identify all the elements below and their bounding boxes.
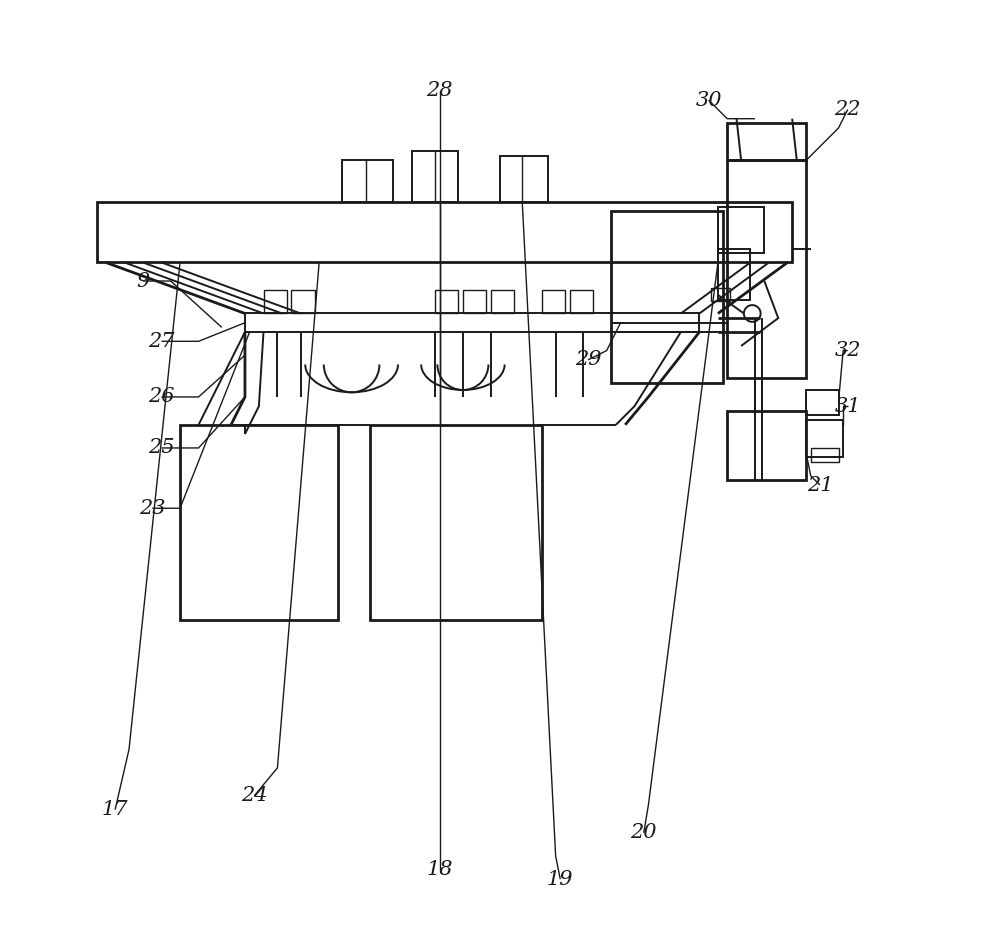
Bar xyxy=(811,448,839,462)
Text: 28: 28 xyxy=(426,81,453,101)
Bar xyxy=(806,420,843,457)
Bar xyxy=(542,290,565,313)
Bar xyxy=(718,207,764,253)
Bar xyxy=(711,288,730,301)
Bar xyxy=(264,290,287,313)
Text: 32: 32 xyxy=(835,341,861,360)
Bar xyxy=(611,212,723,383)
Text: 29: 29 xyxy=(575,351,601,369)
Text: 24: 24 xyxy=(241,787,267,805)
Bar xyxy=(370,425,542,620)
Bar xyxy=(291,290,315,313)
Text: 30: 30 xyxy=(695,91,722,110)
Bar xyxy=(180,425,338,620)
Bar xyxy=(97,202,792,262)
Bar xyxy=(412,151,458,202)
Bar xyxy=(727,411,806,480)
Bar xyxy=(806,389,839,415)
Text: 22: 22 xyxy=(835,100,861,118)
Text: 26: 26 xyxy=(148,387,175,407)
Bar xyxy=(727,123,806,160)
Text: 19: 19 xyxy=(547,870,574,889)
Bar xyxy=(435,290,458,313)
Bar xyxy=(463,290,486,313)
Text: 9: 9 xyxy=(136,272,150,290)
Bar xyxy=(491,290,514,313)
Text: 25: 25 xyxy=(148,439,175,457)
Bar xyxy=(245,313,699,332)
Bar xyxy=(727,160,806,379)
Bar xyxy=(500,156,548,202)
Bar xyxy=(570,290,593,313)
Text: 18: 18 xyxy=(426,860,453,880)
Text: 27: 27 xyxy=(148,332,175,351)
Text: 31: 31 xyxy=(835,397,861,416)
Text: 21: 21 xyxy=(807,476,833,494)
Bar xyxy=(718,248,750,299)
Bar xyxy=(342,160,393,202)
Text: 23: 23 xyxy=(139,499,165,518)
Text: 20: 20 xyxy=(631,823,657,842)
Text: 17: 17 xyxy=(102,801,128,819)
